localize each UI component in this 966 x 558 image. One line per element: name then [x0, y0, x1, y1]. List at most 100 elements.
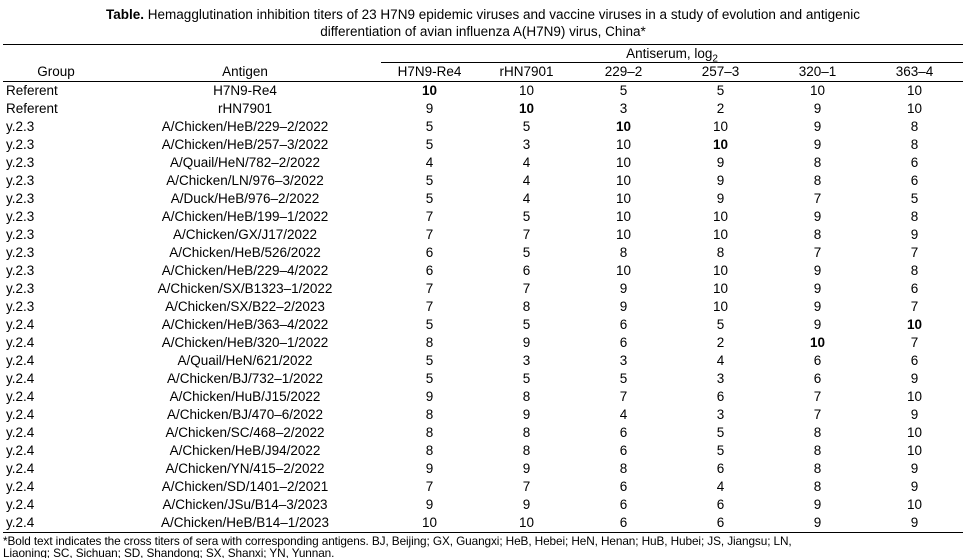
- antigen-cell: A/Chicken/SC/468–2/2022: [165, 425, 325, 440]
- table-row: y.2.4 A/Chicken/HuB/J15/2022 9 8 7 6 7 10: [3, 388, 963, 406]
- antiserum-subscript: 2: [712, 53, 718, 65]
- titer-cell: 7: [425, 299, 434, 314]
- titer-cell: 4: [716, 479, 725, 494]
- antigen-cell: A/Chicken/HeB/199–1/2022: [161, 209, 329, 224]
- group-cell: y.2.4: [6, 389, 35, 404]
- table-row: y.2.3 A/Chicken/HeB/257–3/2022 5 3 10 10 9 8: [3, 136, 963, 154]
- titer-cell: 2: [716, 335, 725, 350]
- titer-cell: 9: [522, 335, 531, 350]
- titer-cell: 8: [522, 443, 531, 458]
- titer-cell: 9: [813, 299, 822, 314]
- titer-cell: 9: [619, 299, 628, 314]
- group-cell: y.2.3: [6, 191, 35, 206]
- titer-cell: 7: [425, 227, 434, 242]
- antiserum-span-row: Antiserum, log2: [3, 44, 964, 65]
- titer-cell: 10: [615, 155, 632, 170]
- titer-cell: 9: [425, 461, 434, 476]
- titer-cell: 8: [910, 137, 919, 152]
- titer-cell: 8: [522, 425, 531, 440]
- antigen-cell: A/Chicken/JSu/B14–3/2023: [162, 497, 328, 512]
- titer-cell: 8: [813, 425, 822, 440]
- titer-cell: 6: [716, 497, 725, 512]
- empty-header-cell: [109, 44, 381, 63]
- titer-cell: 4: [425, 155, 434, 170]
- titer-cell: 6: [813, 353, 822, 368]
- group-cell: y.2.4: [6, 353, 35, 368]
- antigen-cell: A/Chicken/GX/J17/2022: [172, 227, 318, 242]
- titer-cell: 6: [716, 461, 725, 476]
- titer-cell: 5: [716, 317, 725, 332]
- table-row: y.2.4 A/Chicken/JSu/B14–3/2023 9 9 6 6 9 10: [3, 496, 963, 514]
- titer-cell: 6: [716, 515, 725, 530]
- titer-cell: 8: [910, 263, 919, 278]
- antigen-cell: A/Chicken/HeB/526/2022: [169, 245, 321, 260]
- table-row: y.2.3 A/Chicken/HeB/229–2/2022 5 5 10 10 9 8: [3, 118, 963, 136]
- table-title: Table. Hemagglutination inhibition titer…: [0, 0, 966, 40]
- titer-cell: 6: [425, 263, 434, 278]
- antigen-cell: A/Chicken/SX/B1323–1/2022: [157, 281, 333, 296]
- titer-cell: 6: [619, 443, 628, 458]
- antigen-cell: A/Chicken/HeB/B14–1/2023: [160, 515, 330, 530]
- table-row: y.2.3 A/Chicken/HeB/229–4/2022 6 6 10 10 9 8: [3, 262, 963, 280]
- titer-cell: 10: [712, 209, 729, 224]
- titer-cell: 6: [813, 371, 822, 386]
- titer-cell: 3: [716, 371, 725, 386]
- titer-cell: 10: [907, 83, 923, 98]
- table-body: Referent H7N9-Re4 10 10 5 5 10 10 Referent rHN790…: [3, 82, 963, 533]
- titer-cell: 5: [425, 353, 434, 368]
- titer-cell: 10: [421, 515, 438, 530]
- group-cell: y.2.4: [6, 335, 35, 350]
- group-cell: y.2.3: [6, 209, 35, 224]
- group-cell: y.2.3: [6, 245, 35, 260]
- group-cell: y.2.3: [6, 119, 35, 134]
- titer-cell: 8: [522, 389, 531, 404]
- table-row: y.2.4 A/Chicken/HeB/320–1/2022 8 9 6 2 10 7: [3, 334, 963, 352]
- titer-cell: 8: [425, 443, 434, 458]
- titer-cell: 9: [522, 497, 531, 512]
- titer-cell: 5: [522, 371, 531, 386]
- titer-cell: 10: [615, 137, 632, 152]
- titer-cell: 7: [910, 245, 919, 260]
- titer-cell: 7: [813, 407, 822, 422]
- titer-cell: 9: [425, 497, 434, 512]
- group-cell: y.2.3: [6, 137, 35, 152]
- titer-cell: 7: [425, 479, 434, 494]
- group-cell: y.2.4: [6, 425, 35, 440]
- titer-cell: 10: [907, 317, 923, 332]
- titer-cell: 9: [425, 101, 434, 116]
- titer-cell: 6: [619, 335, 628, 350]
- titer-cell: 4: [522, 155, 531, 170]
- titer-cell: 7: [425, 281, 434, 296]
- empty-header-cell: [3, 44, 109, 63]
- titer-cell: 10: [615, 173, 632, 188]
- antiserum-label: Antiserum, log: [626, 46, 713, 61]
- titer-cell: 10: [809, 335, 826, 350]
- titer-cell: 3: [619, 101, 628, 116]
- titer-cell: 6: [910, 155, 919, 170]
- column-header-h7n9-re4: H7N9-Re4: [381, 62, 478, 82]
- titer-cell: 10: [518, 515, 535, 530]
- antiserum-header: Antiserum, log2: [381, 44, 964, 65]
- table-row: y.2.3 A/Quail/HeN/782–2/2022 4 4 10 9 8 6: [3, 154, 963, 172]
- antigen-cell: A/Duck/HeB/976–2/2022: [170, 191, 320, 206]
- antigen-cell: A/Chicken/HeB/229–4/2022: [161, 263, 329, 278]
- titer-cell: 6: [619, 425, 628, 440]
- titer-cell: 9: [813, 317, 822, 332]
- group-cell: y.2.3: [6, 299, 35, 314]
- titer-cell: 8: [425, 407, 434, 422]
- titer-cell: 8: [522, 299, 531, 314]
- antigen-cell: A/Chicken/HeB/257–3/2022: [161, 137, 329, 152]
- titer-cell: 5: [425, 119, 434, 134]
- titer-cell: 5: [619, 83, 628, 98]
- footnote: *Bold text indicates the cross titers of…: [3, 535, 966, 558]
- titer-cell: 6: [425, 245, 434, 260]
- titer-cell: 10: [907, 443, 923, 458]
- titer-cell: 10: [907, 389, 923, 404]
- titer-cell: 7: [522, 281, 531, 296]
- group-cell: y.2.3: [6, 281, 35, 296]
- titer-cell: 10: [907, 101, 923, 116]
- titer-cell: 10: [615, 227, 632, 242]
- titer-cell: 10: [615, 191, 632, 206]
- titer-cell: 8: [619, 245, 628, 260]
